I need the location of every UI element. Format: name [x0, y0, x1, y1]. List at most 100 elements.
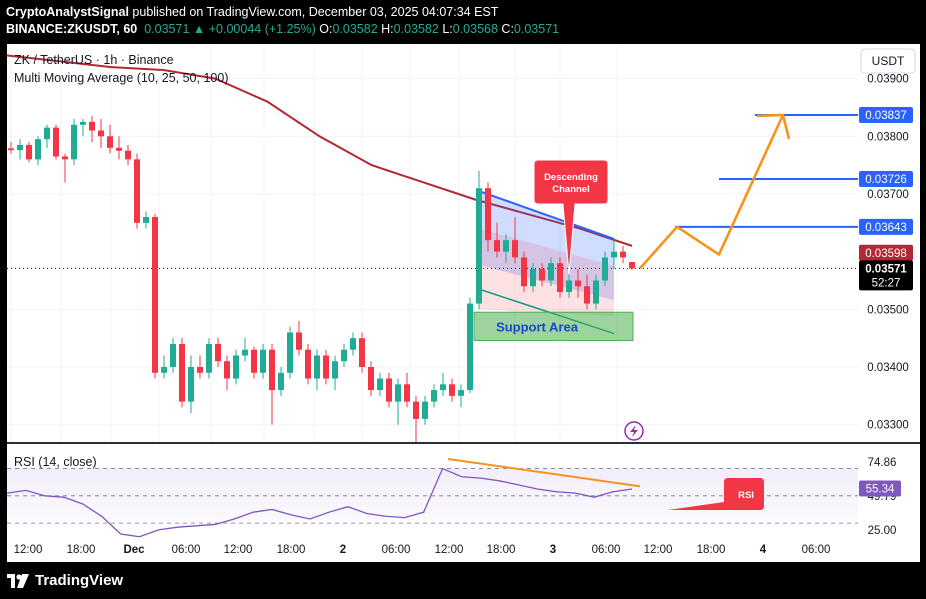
price-axis[interactable] [858, 44, 920, 442]
legend-title: ZK / TetherUS · 1h · Binance [14, 53, 174, 67]
rsi-divergence-line [447, 458, 641, 488]
candle-body [107, 136, 113, 148]
rsi-tick: 74.86 [868, 457, 897, 469]
countdown-label: 52:27 [872, 277, 901, 289]
price-marker [859, 170, 913, 187]
candle-body [26, 144, 32, 160]
time-axis[interactable] [7, 534, 920, 562]
candle-body [17, 144, 23, 151]
time-tick: 4 [760, 544, 767, 556]
close-label: C: [501, 22, 514, 36]
rsi-line [6, 467, 633, 538]
time-tick: 06:00 [592, 544, 621, 556]
candle-body [197, 367, 203, 373]
candle-body [80, 121, 86, 125]
candle-body [539, 268, 545, 281]
price-tick: 0.03900 [867, 74, 909, 86]
price-change: +0.00044 (+1.25%) [208, 22, 316, 36]
candle-body [134, 159, 140, 223]
currency-button[interactable]: USDT [860, 48, 916, 74]
price-marker-label: 0.03571 [865, 263, 907, 275]
high-value: 0.03582 [393, 22, 439, 36]
footer: TradingView [0, 562, 926, 599]
time-tick: 12:00 [224, 544, 253, 556]
candle-body [152, 217, 158, 373]
publisher-name[interactable]: CryptoAnalystSignal [6, 5, 129, 19]
legend: ZK / TetherUS · 1h · Binance Multi Movin… [14, 53, 228, 469]
candle-body [224, 361, 230, 379]
high-label: H: [381, 22, 394, 36]
candle-body [287, 332, 293, 373]
price-marker-label: 0.03837 [865, 110, 907, 122]
time-tick: 18:00 [697, 544, 726, 556]
candle-body [557, 263, 563, 293]
candle-body [377, 378, 383, 391]
candle-body [413, 401, 419, 419]
open-value: 0.03582 [332, 22, 378, 36]
price-marker [859, 106, 913, 123]
channel-upper-line [478, 190, 615, 240]
candle-body [116, 147, 122, 151]
candle-body [395, 384, 401, 402]
price-tick: 0.03800 [867, 131, 909, 143]
descending-label-line1: Descending [544, 172, 598, 183]
candle-body [458, 390, 464, 396]
candle-body [125, 150, 131, 160]
lightning-icon[interactable] [624, 421, 644, 441]
time-tick: 2 [340, 544, 346, 556]
time-tick: 18:00 [487, 544, 516, 556]
candle-body [278, 372, 284, 391]
price-tick: 0.03500 [867, 304, 909, 316]
candle-body [593, 280, 599, 304]
change-arrow-icon: ▲ [192, 22, 206, 36]
price-tick: 0.03700 [867, 189, 909, 201]
candle-body [611, 251, 617, 258]
candle-body [242, 349, 248, 356]
time-tick: 12:00 [435, 544, 464, 556]
time-tick: Dec [123, 544, 145, 556]
price-pane[interactable] [7, 44, 858, 442]
candle-body [602, 257, 608, 281]
candle-body [233, 355, 239, 379]
tradingview-logo[interactable]: TradingView [7, 572, 123, 589]
open-label: O: [319, 22, 333, 36]
price-marker [859, 244, 913, 261]
candle-body [161, 367, 167, 373]
candle-body [215, 343, 221, 362]
rsi-current-marker [859, 480, 901, 497]
time-tick: 06:00 [802, 544, 831, 556]
candle-body [566, 280, 572, 293]
candle-body [170, 343, 176, 368]
candle-body [89, 121, 95, 131]
legend-rsi: RSI (14, close) [14, 455, 97, 469]
price-marker-label: 0.03598 [865, 248, 907, 260]
price-marker [859, 218, 913, 235]
candle-body [431, 390, 437, 402]
currency-label: USDT [872, 54, 905, 68]
candle-body [71, 124, 77, 160]
projection-path [639, 114, 785, 270]
candle-body [449, 384, 455, 396]
rsi-callout-label: RSI [738, 490, 754, 501]
symbol-line: BINANCE:ZKUSDT, 60 0.03571 ▲ +0.00044 (+… [6, 22, 559, 36]
candle-body [575, 280, 581, 287]
candle-body [314, 355, 320, 379]
price-tick: 0.03400 [867, 362, 909, 374]
candle-body [530, 268, 536, 287]
support-area-box [473, 311, 634, 341]
rsi-callout [668, 478, 764, 510]
support-area-label: Support Area [496, 320, 579, 335]
candle-body [620, 251, 626, 258]
price-marker [859, 260, 913, 291]
time-tick: 12:00 [644, 544, 673, 556]
candle-body [341, 349, 347, 362]
time-tick: 12:00 [14, 544, 43, 556]
close-value: 0.03571 [513, 22, 560, 36]
symbol-label: BINANCE:ZKUSDT, 60 [6, 22, 138, 36]
tradingview-icon [7, 573, 29, 588]
candle-body [44, 127, 50, 140]
descending-callout [533, 159, 609, 275]
published-text: published on TradingView.com, December 0… [132, 5, 499, 19]
candle-body [323, 355, 329, 379]
